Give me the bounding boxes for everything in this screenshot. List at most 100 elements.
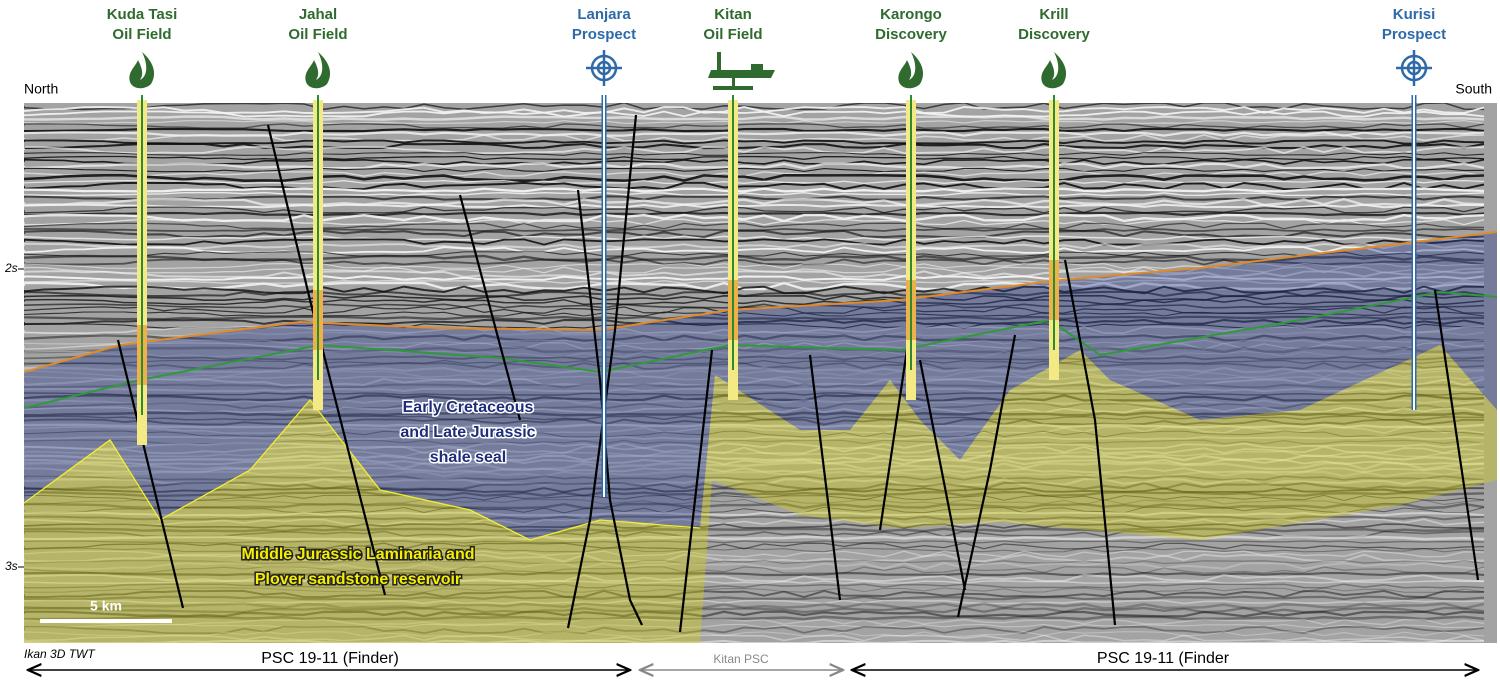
reflector bbox=[24, 458, 1484, 466]
reflector bbox=[24, 540, 1485, 544]
reflector bbox=[24, 518, 1485, 526]
reflector bbox=[24, 266, 1485, 274]
fault bbox=[678, 349, 714, 633]
reflector bbox=[24, 362, 1485, 370]
scale-label: 5 km bbox=[90, 598, 122, 614]
reflector bbox=[24, 285, 1485, 295]
reflector bbox=[24, 350, 1485, 358]
time-tick: 3s bbox=[5, 559, 18, 573]
reflector bbox=[24, 275, 1485, 281]
fault bbox=[918, 359, 967, 591]
reflector bbox=[24, 599, 1485, 605]
well-name: Jahal bbox=[299, 6, 337, 23]
reflector bbox=[24, 279, 1485, 285]
survey-label: Ikan 3D TWT bbox=[24, 647, 96, 661]
fault bbox=[1063, 259, 1117, 626]
well-name: Kuda Tasi bbox=[107, 6, 178, 23]
seal-label: and Late Jurassic bbox=[400, 424, 535, 441]
green-horizon bbox=[24, 290, 1497, 409]
flame-icon bbox=[305, 52, 331, 89]
reflector bbox=[24, 110, 1485, 118]
seismic-texture bbox=[24, 103, 1485, 643]
reflector bbox=[24, 181, 1485, 191]
seal-label: shale seal bbox=[430, 449, 507, 466]
reflector bbox=[24, 589, 1485, 599]
well-kind: Oil Field bbox=[112, 26, 171, 43]
well-kind: Prospect bbox=[572, 26, 636, 43]
reflector bbox=[24, 535, 1485, 541]
reflector bbox=[24, 615, 1485, 621]
reflector bbox=[24, 602, 1485, 610]
flame-icon bbox=[898, 52, 924, 89]
fault bbox=[266, 124, 387, 596]
reflector bbox=[24, 435, 1485, 441]
reflector bbox=[24, 359, 1485, 365]
reflector bbox=[24, 211, 1485, 217]
fault bbox=[808, 354, 842, 601]
reflector bbox=[24, 478, 1485, 486]
reflector bbox=[24, 139, 1485, 145]
reflector bbox=[24, 152, 1485, 156]
reflector bbox=[24, 610, 1485, 618]
reflector bbox=[24, 229, 1485, 239]
reflector bbox=[24, 375, 1485, 381]
reflector bbox=[24, 155, 1485, 161]
reflector bbox=[24, 571, 1485, 577]
reflector bbox=[24, 547, 1485, 553]
well-kind: Prospect bbox=[1382, 26, 1446, 43]
reflector bbox=[24, 387, 1485, 393]
reflector bbox=[24, 106, 1485, 114]
seismic-panel bbox=[24, 103, 1497, 643]
reflector bbox=[24, 573, 1485, 583]
reflector bbox=[24, 235, 1485, 241]
time-tick: 2s bbox=[4, 261, 18, 275]
reflector bbox=[24, 263, 1485, 269]
reflector bbox=[24, 218, 1485, 226]
reflector bbox=[24, 511, 1485, 517]
licence-label: Kitan PSC bbox=[713, 652, 769, 666]
reflector bbox=[24, 506, 1485, 514]
licence-label: PSC 19-11 (Finder bbox=[1097, 650, 1230, 667]
reflector bbox=[24, 123, 1485, 129]
reflector bbox=[24, 623, 1485, 629]
fault bbox=[458, 194, 522, 421]
reflector bbox=[24, 346, 1485, 354]
reflector bbox=[24, 515, 1485, 521]
reflector bbox=[24, 559, 1485, 565]
reflector bbox=[24, 454, 1485, 462]
reflector bbox=[24, 527, 1484, 533]
reflector bbox=[24, 238, 1485, 246]
fault bbox=[576, 189, 643, 626]
wells: Kuda Tasi Oil Field Jahal Oil Field Lanjara P… bbox=[107, 6, 1446, 497]
reflector bbox=[24, 566, 1485, 574]
well-name: Lanjara bbox=[577, 6, 631, 23]
seal-label: Early Cretaceous bbox=[403, 399, 534, 416]
reflector bbox=[24, 394, 1485, 402]
reflector bbox=[24, 120, 1485, 124]
reflector bbox=[24, 583, 1485, 589]
well-name: Krill bbox=[1039, 6, 1068, 23]
fault bbox=[116, 339, 185, 609]
reflector bbox=[24, 530, 1485, 538]
reflector bbox=[24, 318, 1485, 326]
reflector bbox=[24, 487, 1485, 493]
reflector bbox=[24, 127, 1485, 133]
reflector bbox=[24, 377, 1485, 387]
reflector bbox=[24, 631, 1485, 637]
reflector bbox=[24, 639, 1485, 643]
fault bbox=[878, 329, 912, 531]
reflector bbox=[24, 258, 1485, 266]
reflector bbox=[24, 366, 1485, 374]
reflector bbox=[24, 502, 1485, 510]
reflector bbox=[24, 191, 1485, 197]
well-kind: Discovery bbox=[875, 26, 947, 43]
well-name: Kitan bbox=[714, 6, 752, 23]
reflector bbox=[24, 179, 1485, 185]
reflector bbox=[24, 411, 1485, 417]
reflector bbox=[24, 494, 1485, 502]
reservoir-label: Middle Jurassic Laminaria and bbox=[242, 546, 475, 563]
reflector bbox=[24, 580, 1485, 584]
reflector bbox=[24, 442, 1485, 450]
reflector bbox=[24, 418, 1485, 426]
reflector bbox=[24, 423, 1485, 429]
